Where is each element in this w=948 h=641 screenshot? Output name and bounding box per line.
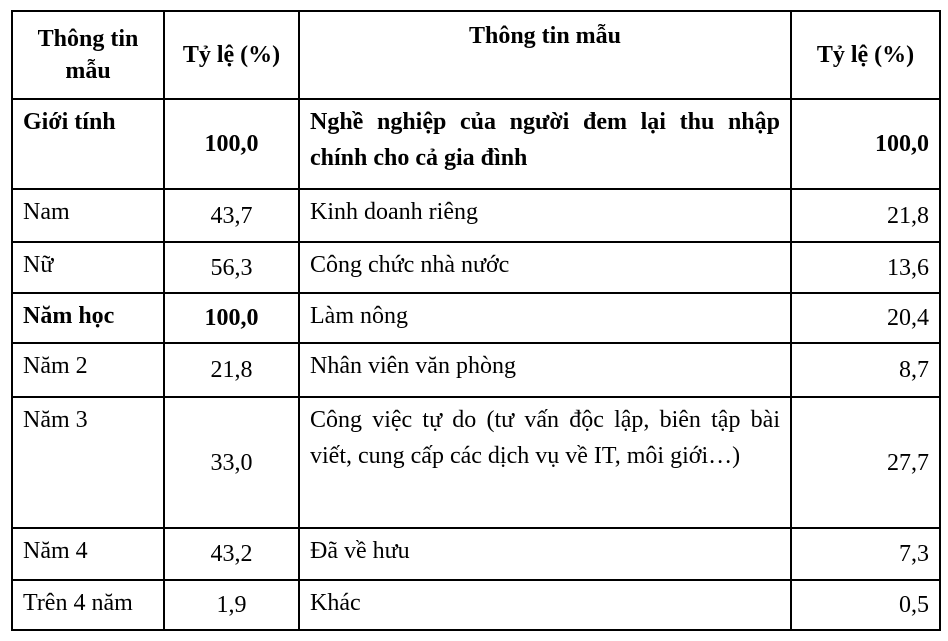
cell-percent: 21,8 <box>790 188 941 243</box>
cell-percent: 0,5 <box>790 579 941 631</box>
cell-percent: 56,3 <box>163 241 300 294</box>
cell-category: Nhân viên văn phòng <box>298 342 792 398</box>
cell-category: Kinh doanh riêng <box>298 188 792 243</box>
cell-percent: 21,8 <box>163 342 300 398</box>
cell-percent: 8,7 <box>790 342 941 398</box>
cell-category: Khác <box>298 579 792 631</box>
cell-category: Năm học <box>11 292 165 344</box>
table-row-year2: Năm 2 21,8 Nhân viên văn phòng 8,7 <box>11 342 941 398</box>
header-cell-percent-left: Tỷ lệ (%) <box>163 10 300 100</box>
cell-category: Nghề nghiệp của người đem lại thu nhập c… <box>298 98 792 190</box>
table-row-male: Nam 43,7 Kinh doanh riêng 21,8 <box>11 188 941 243</box>
header-cell-sample-info-right: Thông tin mẫu <box>298 10 792 100</box>
table-row-year4: Năm 4 43,2 Đã về hưu 7,3 <box>11 527 941 581</box>
table-row-gender-group: Giới tính 100,0 Nghề nghiệp của người đe… <box>11 98 941 190</box>
cell-category: Công việc tự do (tư vấn độc lập, biên tậ… <box>298 396 792 529</box>
cell-category: Làm nông <box>298 292 792 344</box>
cell-percent: 20,4 <box>790 292 941 344</box>
sample-info-table: Thông tin mẫu Tỷ lệ (%) Thông tin mẫu Tỷ… <box>11 10 941 631</box>
cell-category: Năm 3 <box>11 396 165 529</box>
cell-percent: 100,0 <box>790 98 941 190</box>
cell-percent: 27,7 <box>790 396 941 529</box>
header-cell-sample-info-left: Thông tin mẫu <box>11 10 165 100</box>
cell-percent: 7,3 <box>790 527 941 581</box>
cell-category: Công chức nhà nước <box>298 241 792 294</box>
cell-percent: 33,0 <box>163 396 300 529</box>
cell-percent: 43,7 <box>163 188 300 243</box>
cell-percent: 43,2 <box>163 527 300 581</box>
cell-percent: 100,0 <box>163 98 300 190</box>
table-row-female: Nữ 56,3 Công chức nhà nước 13,6 <box>11 241 941 294</box>
cell-category: Trên 4 năm <box>11 579 165 631</box>
cell-percent: 13,6 <box>790 241 941 294</box>
header-cell-percent-right: Tỷ lệ (%) <box>790 10 941 100</box>
table-row-year3: Năm 3 33,0 Công việc tự do (tư vấn độc l… <box>11 396 941 529</box>
cell-category: Đã về hưu <box>298 527 792 581</box>
cell-category: Năm 4 <box>11 527 165 581</box>
cell-category: Nữ <box>11 241 165 294</box>
cell-category: Năm 2 <box>11 342 165 398</box>
table-row-over4years: Trên 4 năm 1,9 Khác 0,5 <box>11 579 941 631</box>
cell-category: Giới tính <box>11 98 165 190</box>
table-row-schoolyear-group: Năm học 100,0 Làm nông 20,4 <box>11 292 941 344</box>
cell-percent: 100,0 <box>163 292 300 344</box>
header-row: Thông tin mẫu Tỷ lệ (%) Thông tin mẫu Tỷ… <box>11 10 941 100</box>
cell-category: Nam <box>11 188 165 243</box>
cell-percent: 1,9 <box>163 579 300 631</box>
